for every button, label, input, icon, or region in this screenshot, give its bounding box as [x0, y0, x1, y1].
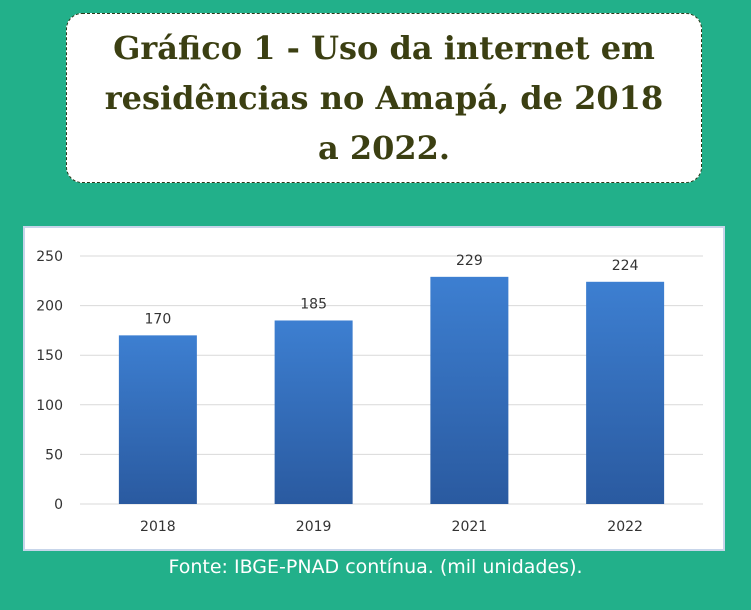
bar-2021 — [430, 276, 509, 504]
y-tick-label: 100 — [36, 398, 63, 414]
x-axis-categories: 2018 2019 2021 2022 — [140, 519, 643, 535]
y-tick-label: 0 — [54, 497, 63, 513]
y-axis-ticks: 0 50 100 150 200 250 — [36, 249, 63, 513]
y-tick-label: 50 — [45, 447, 63, 463]
chart-panel: 0 50 100 150 200 250 170 185 229 224 2018 2019 202… — [23, 226, 725, 551]
bar-2022 — [586, 281, 665, 504]
source-note: Fonte: IBGE-PNAD contínua. (mil unidades… — [168, 556, 583, 578]
data-label-2022: 224 — [612, 258, 639, 274]
y-tick-label: 150 — [36, 348, 63, 364]
x-tick-label-2018: 2018 — [140, 519, 176, 535]
data-label-2021: 229 — [456, 253, 483, 269]
x-tick-label-2021: 2021 — [452, 519, 488, 535]
chart-title: Gráfico 1 - Uso da internet em residênci… — [104, 29, 664, 167]
bar-2018 — [118, 335, 197, 504]
bar-chart: 0 50 100 150 200 250 170 185 229 224 2018 2019 202… — [36, 249, 703, 535]
bars — [118, 276, 665, 504]
x-tick-label-2022: 2022 — [607, 519, 643, 535]
data-label-2019: 185 — [300, 296, 327, 312]
title-box: Gráfico 1 - Uso da internet em residênci… — [66, 13, 702, 183]
x-tick-label-2019: 2019 — [296, 519, 332, 535]
bar-2019 — [274, 320, 353, 504]
data-label-2018: 170 — [145, 311, 172, 327]
y-tick-label: 250 — [36, 249, 63, 265]
data-labels: 170 185 229 224 — [145, 253, 639, 328]
y-tick-label: 200 — [36, 299, 63, 315]
